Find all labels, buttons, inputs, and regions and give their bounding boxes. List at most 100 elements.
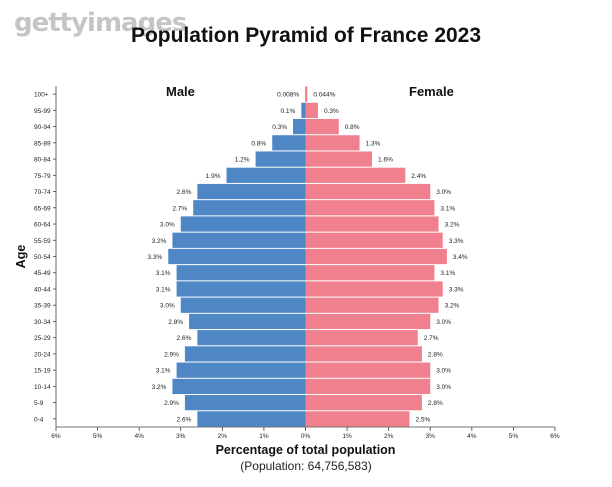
male-bar bbox=[197, 330, 306, 346]
male-value-label: 3.2% bbox=[152, 384, 167, 391]
male-value-label: 2.9% bbox=[164, 400, 179, 407]
male-value-label: 3.0% bbox=[160, 303, 175, 310]
age-group-label: 0-4 bbox=[34, 416, 44, 423]
age-group-label: 10-14 bbox=[34, 384, 51, 391]
female-label: Female bbox=[409, 84, 454, 99]
chart-title: Population Pyramid of France 2023 bbox=[130, 24, 482, 47]
male-bar bbox=[172, 378, 306, 395]
male-value-label: 3.2% bbox=[152, 238, 167, 245]
male-bar bbox=[255, 151, 306, 167]
x-tick-label: 4% bbox=[467, 433, 477, 440]
female-bar bbox=[305, 151, 373, 167]
female-value-label: 0.3% bbox=[324, 108, 339, 115]
male-value-label: 2.9% bbox=[164, 351, 179, 358]
female-bar bbox=[305, 281, 443, 297]
x-tick-label: 5% bbox=[93, 433, 103, 440]
female-value-label: 3.1% bbox=[440, 270, 455, 277]
female-value-label: 3.4% bbox=[453, 254, 468, 261]
age-group-label: 40-44 bbox=[34, 286, 51, 293]
x-tick-label: 3% bbox=[426, 433, 436, 440]
male-value-label: 1.2% bbox=[235, 157, 250, 164]
male-value-label: 3.0% bbox=[160, 222, 175, 229]
age-group-label: 5-9 bbox=[34, 400, 44, 407]
age-group-label: 25-29 bbox=[34, 335, 51, 342]
female-bar bbox=[305, 297, 439, 313]
male-bar bbox=[197, 411, 306, 427]
female-value-label: 0.8% bbox=[345, 124, 360, 131]
male-bar bbox=[184, 395, 306, 411]
male-value-label: 3.3% bbox=[147, 254, 162, 261]
male-bar bbox=[189, 313, 306, 330]
female-value-label: 2.4% bbox=[411, 173, 426, 180]
male-value-label: 2.6% bbox=[177, 416, 192, 423]
male-bar bbox=[176, 281, 306, 297]
male-label: Male bbox=[166, 84, 195, 99]
female-value-label: 3.2% bbox=[445, 303, 460, 310]
female-bar bbox=[305, 395, 422, 411]
male-value-label: 0.3% bbox=[272, 124, 287, 131]
female-bar bbox=[305, 86, 308, 102]
male-value-label: 0.008% bbox=[277, 92, 299, 99]
female-bar bbox=[305, 378, 431, 395]
age-group-label: 100+ bbox=[34, 92, 49, 99]
female-bar bbox=[305, 265, 435, 281]
age-group-label: 95-99 bbox=[34, 108, 51, 115]
female-value-label: 2.8% bbox=[428, 351, 443, 358]
female-value-label: 3.0% bbox=[436, 319, 451, 326]
age-group-label: 30-34 bbox=[34, 319, 51, 326]
female-value-label: 1.3% bbox=[366, 140, 381, 147]
female-value-label: 3.0% bbox=[436, 368, 451, 375]
male-bar bbox=[180, 297, 306, 313]
x-tick-label: 4% bbox=[134, 433, 144, 440]
female-value-label: 2.8% bbox=[428, 400, 443, 407]
age-group-label: 75-79 bbox=[34, 173, 51, 180]
female-bar bbox=[305, 135, 360, 151]
male-bar bbox=[172, 232, 306, 248]
x-tick-label: 1% bbox=[342, 433, 352, 440]
male-bar bbox=[184, 346, 306, 362]
female-bar bbox=[305, 362, 431, 378]
age-group-label: 45-49 bbox=[34, 270, 51, 277]
male-value-label: 2.6% bbox=[177, 335, 192, 342]
age-group-label: 60-64 bbox=[34, 222, 51, 229]
male-value-label: 3.1% bbox=[156, 368, 171, 375]
female-value-label: 0.044% bbox=[313, 92, 335, 99]
female-value-label: 3.2% bbox=[445, 222, 460, 229]
male-bar bbox=[176, 265, 306, 281]
x-tick-label: 2% bbox=[218, 433, 228, 440]
age-group-label: 55-59 bbox=[34, 238, 51, 245]
female-bar bbox=[305, 118, 339, 135]
x-tick-label: 1% bbox=[259, 433, 269, 440]
male-value-label: 2.7% bbox=[172, 205, 187, 212]
male-value-label: 3.1% bbox=[156, 270, 171, 277]
male-bar bbox=[168, 248, 306, 265]
female-bar bbox=[305, 232, 443, 248]
male-bar bbox=[176, 362, 306, 378]
age-group-label: 35-39 bbox=[34, 303, 51, 310]
male-bar bbox=[272, 135, 306, 151]
male-value-label: 1.9% bbox=[206, 173, 221, 180]
age-group-label: 20-24 bbox=[34, 351, 51, 358]
female-bar bbox=[305, 200, 435, 216]
age-group-label: 90-94 bbox=[34, 124, 51, 131]
x-tick-label: 2% bbox=[384, 433, 394, 440]
female-bar bbox=[305, 313, 431, 330]
population-subtitle: (Population: 64,756,583) bbox=[240, 459, 372, 473]
female-bar bbox=[305, 102, 318, 118]
watermark-logo: gettyimages bbox=[14, 8, 187, 38]
male-bar bbox=[226, 167, 306, 183]
age-group-label: 65-69 bbox=[34, 205, 51, 212]
x-tick-label: 6% bbox=[550, 433, 560, 440]
male-bar bbox=[193, 200, 306, 216]
age-group-label: 85-89 bbox=[34, 140, 51, 147]
male-bar bbox=[197, 183, 306, 200]
female-bar bbox=[305, 248, 447, 265]
age-group-label: 80-84 bbox=[34, 157, 51, 164]
x-tick-label: 5% bbox=[509, 433, 519, 440]
age-group-label: 15-19 bbox=[34, 368, 51, 375]
female-value-label: 2.7% bbox=[424, 335, 439, 342]
male-value-label: 2.6% bbox=[177, 189, 192, 196]
male-bar bbox=[293, 118, 306, 135]
age-group-label: 70-74 bbox=[34, 189, 51, 196]
